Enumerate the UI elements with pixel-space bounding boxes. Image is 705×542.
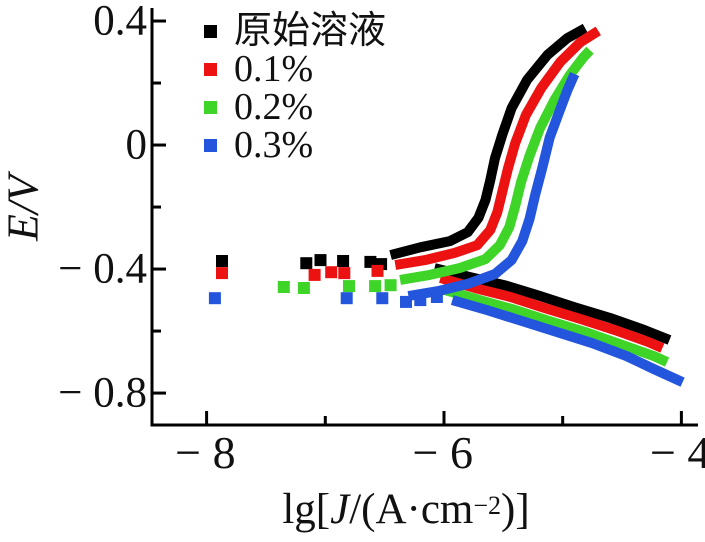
series-1-scatter-point bbox=[308, 268, 321, 281]
series-3-scatter-point bbox=[400, 295, 412, 308]
x-axis-label-suffix: )] bbox=[501, 486, 530, 533]
x-axis-label-exponent: −2 bbox=[473, 491, 502, 520]
series-2-scatter-point bbox=[369, 280, 382, 293]
series-3-scatter-point bbox=[376, 292, 389, 305]
series-0-scatter-point bbox=[216, 255, 228, 267]
x-axis-label-units: /(A·cm bbox=[349, 486, 474, 533]
series-2-cathodic-curve bbox=[443, 285, 670, 367]
series-3-scatter-point bbox=[340, 292, 353, 305]
legend-marker-green-square-icon bbox=[204, 100, 217, 114]
series-3-anodic-curve bbox=[407, 71, 580, 301]
series-1-scatter-point bbox=[338, 267, 351, 280]
legend-item-0.3pct: 0.3% bbox=[204, 126, 386, 164]
series-1-cathodic-curve bbox=[439, 273, 665, 353]
legend-item-0.1pct: 0.1% bbox=[204, 50, 386, 88]
series-0-scatter-point bbox=[314, 254, 327, 267]
x-tick-label-m6: − 6 bbox=[412, 427, 474, 478]
series-1-scatter-point bbox=[371, 264, 384, 277]
legend-marker-blue-square-icon bbox=[204, 138, 217, 152]
series-1-anodic-curve bbox=[394, 26, 601, 270]
series-3-cathodic-curve bbox=[450, 295, 685, 387]
legend-item-original-solution: 原始溶液 bbox=[204, 12, 386, 50]
y-tick-label-m0.8: − 0.8 bbox=[58, 369, 147, 417]
legend-marker-black-square-icon bbox=[204, 24, 217, 38]
x-axis-label-prefix: lg[ bbox=[282, 486, 331, 533]
series-0-scatter-point bbox=[300, 257, 313, 270]
series-3-scatter-point bbox=[430, 291, 443, 303]
y-tick-label-0: 0 bbox=[125, 121, 148, 169]
series-2-scatter-point bbox=[297, 282, 310, 294]
series-3-scatter-point bbox=[414, 294, 427, 307]
y-tick-label-0.4: 0.4 bbox=[93, 0, 147, 45]
legend-marker-red-square-icon bbox=[204, 62, 217, 76]
series-2-scatter-point bbox=[343, 280, 355, 293]
series-2-scatter-point bbox=[384, 279, 397, 292]
series-1-scatter-point bbox=[216, 267, 228, 280]
x-tick-label-m8: − 8 bbox=[175, 427, 236, 478]
x-axis-label-current-symbol: J bbox=[330, 486, 350, 533]
legend: 原始溶液 0.1% 0.2% 0.3% bbox=[204, 12, 386, 164]
y-axis-label: E/V bbox=[0, 175, 48, 241]
series-1-scatter-point bbox=[325, 266, 338, 279]
axis-frame bbox=[150, 8, 698, 427]
x-axis-label: lg[J/(A·cm−2)] bbox=[282, 486, 529, 533]
legend-label: 0.2% bbox=[234, 86, 314, 128]
series-0-anodic-curve bbox=[389, 23, 588, 260]
legend-label: 原始溶液 bbox=[234, 10, 387, 52]
y-tick-label-m0.4: − 0.4 bbox=[58, 245, 147, 293]
series-3-scatter-point bbox=[208, 292, 221, 305]
legend-label: 0.1% bbox=[234, 48, 314, 90]
legend-label: 0.3% bbox=[234, 124, 314, 166]
x-tick-label-m4: − 4 bbox=[649, 427, 705, 478]
legend-item-0.2pct: 0.2% bbox=[204, 88, 386, 126]
series-0-scatter-point bbox=[337, 255, 350, 267]
series-2-scatter-point bbox=[277, 281, 290, 293]
